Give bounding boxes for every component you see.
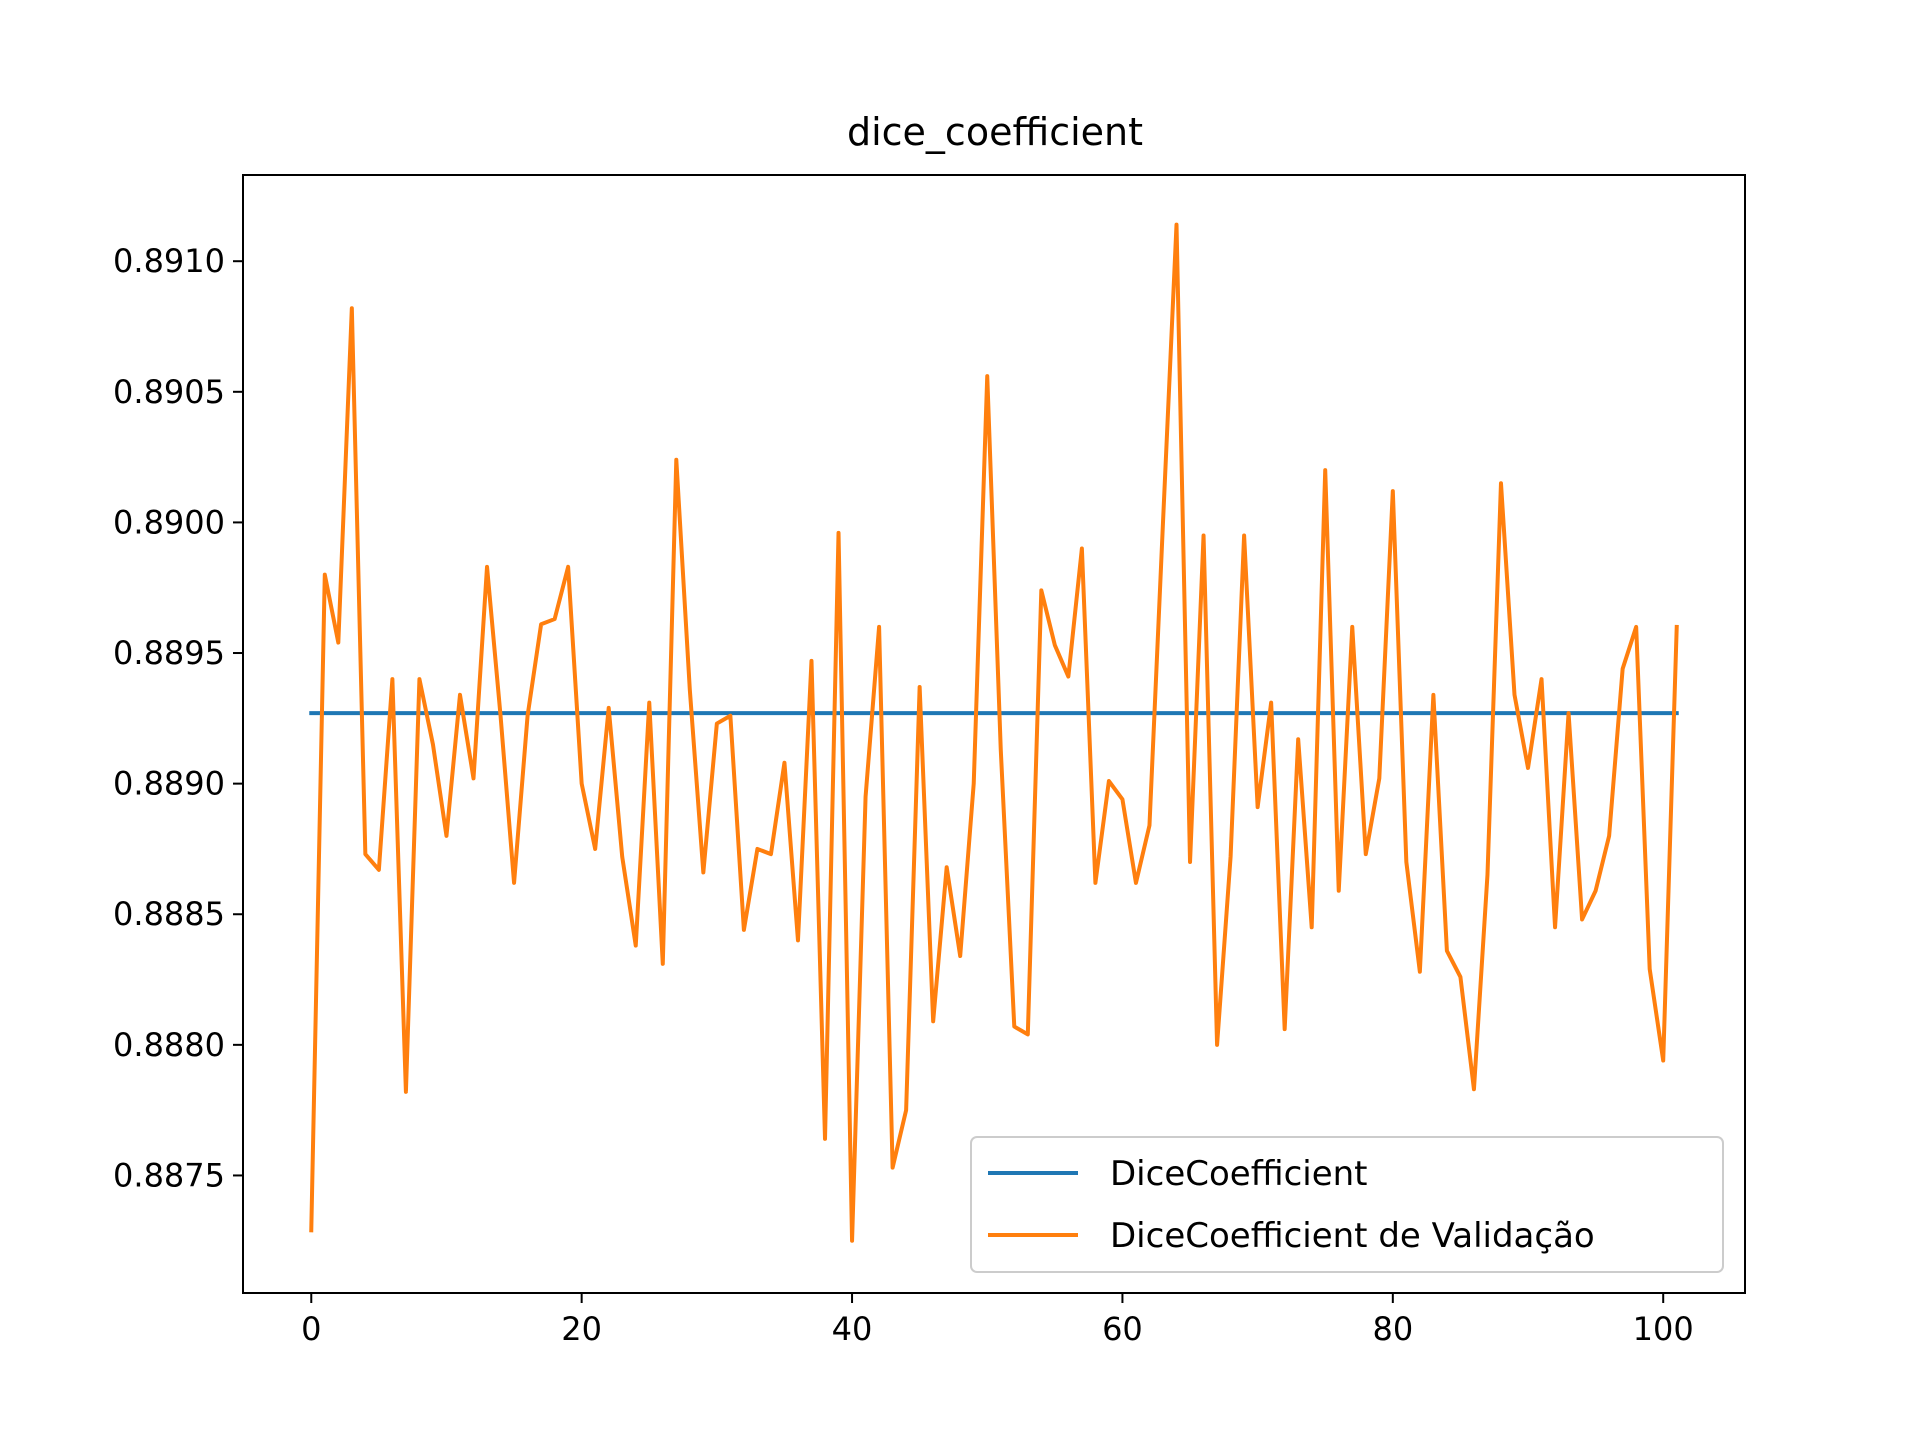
- x-axis: 0 20 40 60 80 100: [301, 1293, 1694, 1348]
- x-tick-label: 80: [1372, 1310, 1413, 1348]
- x-tick-label: 20: [561, 1310, 602, 1348]
- series-line-validation: [309, 222, 1679, 1243]
- legend-frame: [970, 1136, 1724, 1273]
- y-tick-label: 0.8910: [113, 242, 225, 280]
- y-tick-label: 0.8890: [113, 765, 225, 803]
- chart-title: dice_coefficient: [847, 110, 1143, 154]
- legend-label-validation: DiceCoefficient de Validação: [1110, 1216, 1595, 1256]
- x-tick-label: 100: [1633, 1310, 1694, 1348]
- x-tick-label: 0: [301, 1310, 321, 1348]
- axes-frame: [242, 174, 1746, 1294]
- y-tick-label: 0.8885: [113, 895, 225, 933]
- y-tick-label: 0.8875: [113, 1156, 225, 1194]
- y-tick-label: 0.8900: [113, 503, 225, 541]
- y-axis: 0.8875 0.8880 0.8885 0.8890 0.8895 0.8900 0.89…: [113, 242, 243, 1194]
- y-tick-label: 0.8880: [113, 1026, 225, 1064]
- legend-label-dicecoefficient: DiceCoefficient: [1110, 1154, 1368, 1194]
- y-tick-label: 0.8905: [113, 373, 225, 411]
- plot-area: [309, 222, 1679, 1243]
- y-tick-label: 0.8895: [113, 634, 225, 672]
- legend: DiceCoefficient DiceCoefficient de Valid…: [970, 1136, 1724, 1273]
- x-tick-label: 60: [1102, 1310, 1143, 1348]
- x-tick-label: 40: [832, 1310, 873, 1348]
